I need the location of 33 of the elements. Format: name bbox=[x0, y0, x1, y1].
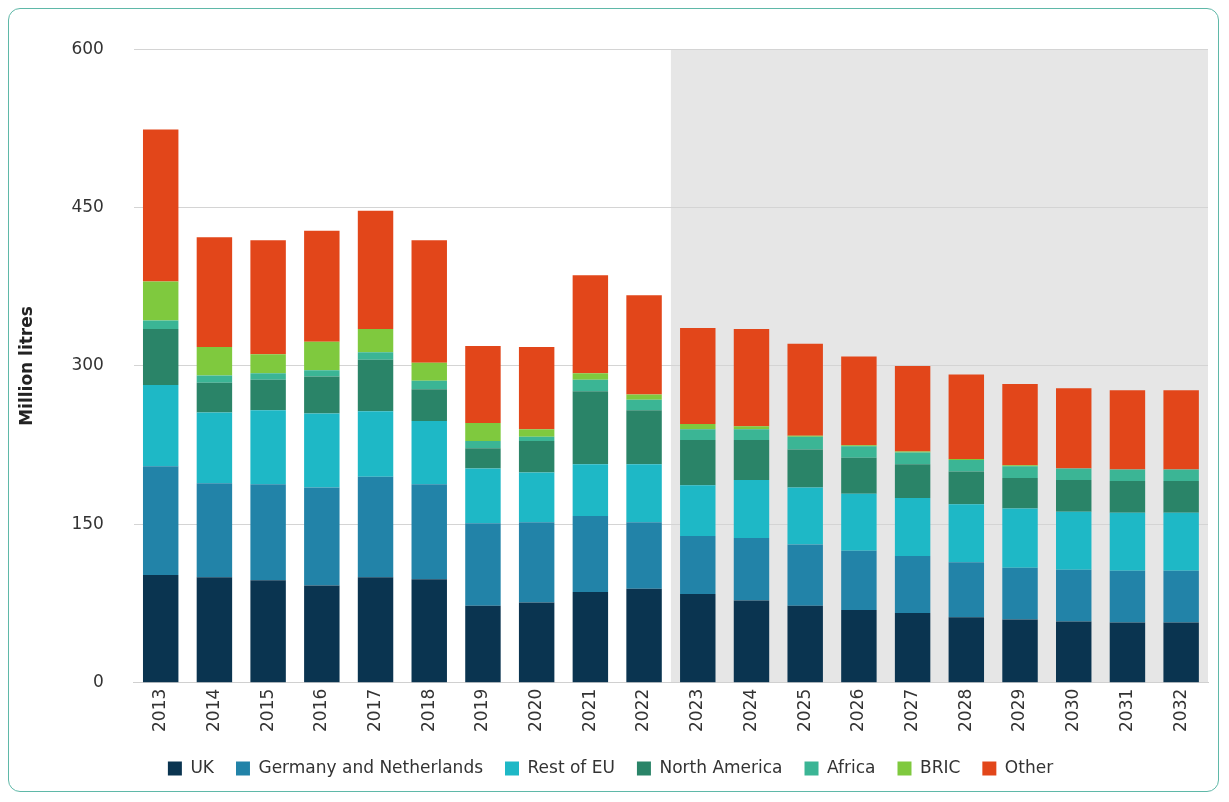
legend-label: UK bbox=[190, 756, 215, 777]
x-tick-label: 2019 bbox=[471, 688, 492, 732]
legend-label: Africa bbox=[827, 756, 876, 777]
y-tick-label: 600 bbox=[71, 37, 104, 58]
x-tick-label: 2032 bbox=[1169, 688, 1190, 732]
x-tick-label: 2031 bbox=[1115, 688, 1136, 732]
x-tick-label: 2014 bbox=[202, 688, 223, 732]
y-tick-label: 150 bbox=[71, 512, 104, 533]
x-tick-label: 2024 bbox=[739, 688, 760, 732]
x-tick-label: 2025 bbox=[793, 688, 814, 732]
y-tick-label: 0 bbox=[93, 671, 104, 692]
legend-label: Rest of EU bbox=[527, 756, 615, 777]
x-tick-label: 2028 bbox=[954, 688, 975, 732]
x-tick-label: 2016 bbox=[310, 688, 331, 732]
x-tick-label: 2023 bbox=[686, 688, 707, 732]
legend-label: Other bbox=[1004, 756, 1054, 777]
x-tick-label: 2027 bbox=[901, 688, 922, 732]
x-tick-label: 2029 bbox=[1008, 688, 1029, 732]
x-tick-label: 2026 bbox=[847, 688, 868, 732]
x-tick-label: 2030 bbox=[1062, 688, 1083, 732]
x-tick-label: 2015 bbox=[256, 688, 277, 732]
x-tick-label: 2020 bbox=[525, 688, 546, 732]
x-tick-label: 2018 bbox=[417, 688, 438, 732]
y-tick-label: 450 bbox=[71, 196, 104, 217]
x-tick-label: 2022 bbox=[632, 688, 653, 732]
legend-label: North America bbox=[659, 756, 783, 777]
y-tick-label: 300 bbox=[71, 354, 104, 375]
x-tick-label: 2017 bbox=[363, 688, 384, 732]
x-tick-label: 2013 bbox=[149, 688, 170, 732]
legend-label: Germany and Netherlands bbox=[258, 756, 484, 777]
legend-label: BRIC bbox=[919, 756, 961, 777]
y-axis-title: Million litres bbox=[15, 306, 36, 426]
x-tick-label: 2021 bbox=[578, 688, 599, 732]
